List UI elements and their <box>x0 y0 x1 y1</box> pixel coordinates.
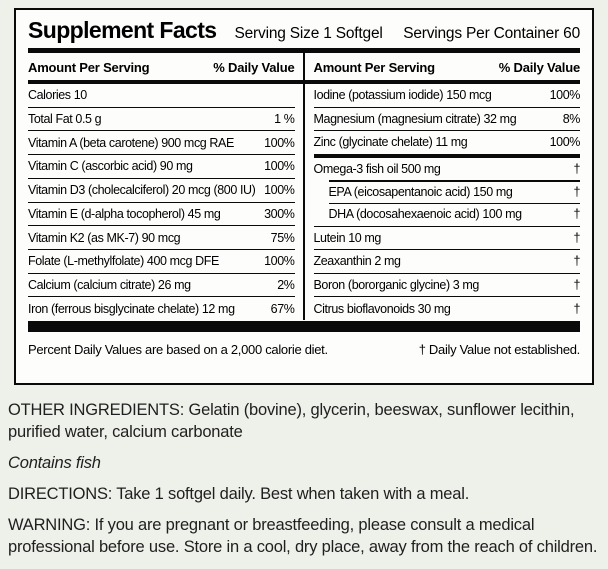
supplement-facts-label: Supplement Facts Serving Size 1 Softgel … <box>14 8 594 385</box>
nutrient-name: Zinc (glycinate chelate) 11 mg <box>313 135 468 150</box>
contains-fish-text: Contains fish <box>8 453 101 472</box>
column-header-right: Amount Per Serving % Daily Value <box>305 53 581 80</box>
nutrient-row-boron: Boron (bororganic glycine) 3 mg † <box>313 272 580 297</box>
nutrient-row-epa: EPA (eicosapentanoic acid) 150 mg † <box>314 180 580 203</box>
nutrient-columns: Calories 10 Total Fat 0.5 g 1 % Vitamin … <box>28 84 580 320</box>
nutrient-name: Vitamin E (d-alpha tocopherol) 45 mg <box>28 206 221 221</box>
nutrient-value: 100% <box>264 135 295 150</box>
nutrient-value: 100% <box>264 254 295 269</box>
nutrient-value: 100% <box>264 159 295 174</box>
nutrient-value: † <box>573 301 580 316</box>
label-header: Supplement Facts Serving Size 1 Softgel … <box>28 17 580 44</box>
dagger-footnote: † Daily Value not established. <box>418 342 581 357</box>
nutrient-row-zeaxanthin: Zeaxanthin 2 mg † <box>313 249 580 273</box>
nutrient-row-lutein: Lutein 10 mg † <box>313 225 580 250</box>
nutrient-name: Calcium (calcium citrate) 26 mg <box>28 277 191 292</box>
serving-size: Serving Size 1 Softgel <box>234 25 383 42</box>
nutrient-value: † <box>573 230 580 245</box>
nutrient-row-vitamin-k2: Vitamin K2 (as MK-7) 90 mcg 75% <box>28 225 295 249</box>
column-headers: Amount Per Serving % Daily Value Amount … <box>28 53 580 80</box>
title-divider-bar <box>28 48 580 53</box>
nutrient-name: Vitamin A (beta carotene) 900 mcg RAE <box>28 135 234 150</box>
directions-text: DIRECTIONS: Take 1 softgel daily. Best w… <box>8 484 470 503</box>
nutrient-name: Vitamin D3 (cholecalciferol) 20 mcg (800… <box>28 183 256 198</box>
nutrient-name: Iodine (potassium iodide) 150 mcg <box>313 88 492 103</box>
nutrient-value: 1 % <box>274 112 295 127</box>
nutrient-name: DHA (docosahexaenoic acid) 100 mg <box>328 207 523 222</box>
amount-per-serving-header: Amount Per Serving <box>28 60 150 75</box>
nutrient-row-vitamin-e: Vitamin E (d-alpha tocopherol) 45 mg 300… <box>28 201 295 226</box>
nutrient-name: Zeaxanthin 2 mg <box>313 254 402 269</box>
nutrient-name: Lutein 10 mg <box>313 230 382 245</box>
label-title: Supplement Facts <box>28 17 217 43</box>
nutrient-name: Iron (ferrous bisglycinate chelate) 12 m… <box>28 301 235 316</box>
nutrient-name: Vitamin K2 (as MK-7) 90 mcg <box>28 230 181 245</box>
nutrient-value: 8% <box>562 111 581 126</box>
nutrient-name: Citrus bioflavonoids 30 mg <box>313 301 451 316</box>
nutrient-name: Boron (bororganic glycine) 3 mg <box>313 278 480 293</box>
supplemental-info-section: OTHER INGREDIENTS: Gelatin (bovine), gly… <box>8 400 600 559</box>
nutrient-row-total-fat: Total Fat 0.5 g 1 % <box>28 106 295 131</box>
nutrient-row-zinc: Zinc (glycinate chelate) 11 mg 100% <box>313 130 581 154</box>
nutrient-value: 67% <box>270 301 295 316</box>
nutrient-name: Magnesium (magnesium citrate) 32 mg <box>313 111 517 126</box>
nutrient-value: † <box>573 278 580 293</box>
nutrient-value: 2% <box>277 277 295 292</box>
footnote-row: Percent Daily Values are based on a 2,00… <box>28 332 580 383</box>
nutrient-column-left: Calories 10 Total Fat 0.5 g 1 % Vitamin … <box>28 84 305 320</box>
nutrient-name: Folate (L-methylfolate) 400 mcg DFE <box>28 254 219 269</box>
nutrient-row-folate: Folate (L-methylfolate) 400 mcg DFE 100% <box>28 248 295 273</box>
nutrient-row-magnesium: Magnesium (magnesium citrate) 32 mg 8% <box>313 106 581 131</box>
nutrient-value: 300% <box>264 206 295 221</box>
nutrient-value: 100% <box>264 183 295 198</box>
nutrient-row-iodine: Iodine (potassium iodide) 150 mcg 100% <box>314 84 581 107</box>
amount-per-serving-header: Amount Per Serving <box>313 60 436 75</box>
nutrient-row-calories: Calories 10 <box>28 84 295 107</box>
nutrient-value: 100% <box>549 135 581 150</box>
nutrient-row-vitamin-c: Vitamin C (ascorbic acid) 90 mg 100% <box>28 154 295 178</box>
nutrient-name: Total Fat 0.5 g <box>28 112 102 127</box>
nutrient-name: Calories 10 <box>28 88 87 103</box>
nutrient-value: 75% <box>270 230 295 245</box>
bottom-divider-bar <box>28 321 580 332</box>
nutrient-row-iron: Iron (ferrous bisglycinate chelate) 12 m… <box>28 296 295 320</box>
servings-per-container: Servings Per Container 60 <box>403 25 580 42</box>
other-ingredients-text: OTHER INGREDIENTS: Gelatin (bovine), gly… <box>8 401 575 441</box>
nutrient-row-calcium: Calcium (calcium citrate) 26 mg 2% <box>28 272 295 297</box>
header-divider-bar <box>28 80 580 84</box>
nutrient-column-right: Iodine (potassium iodide) 150 mcg 100% M… <box>305 84 581 320</box>
nutrient-name: Omega-3 fish oil 500 mg <box>313 162 441 177</box>
nutrient-row-omega3: Omega-3 fish oil 500 mg † <box>313 153 580 181</box>
column-header-left: Amount Per Serving % Daily Value <box>28 53 305 80</box>
nutrient-row-citrus-bioflavonoids: Citrus bioflavonoids 30 mg † <box>313 296 580 320</box>
nutrient-value: † <box>573 162 580 177</box>
nutrient-row-vitamin-d3: Vitamin D3 (cholecalciferol) 20 mcg (800… <box>28 177 295 202</box>
nutrient-value: 100% <box>549 88 581 103</box>
nutrient-value: † <box>573 254 580 269</box>
nutrient-value: † <box>573 184 580 199</box>
nutrient-name: Vitamin C (ascorbic acid) 90 mg <box>28 159 193 174</box>
nutrient-row-vitamin-a: Vitamin A (beta carotene) 900 mcg RAE 10… <box>28 130 295 154</box>
daily-value-header: % Daily Value <box>498 60 580 75</box>
nutrient-value: † <box>573 207 580 222</box>
nutrient-name: EPA (eicosapentanoic acid) 150 mg <box>328 184 513 199</box>
daily-value-header: % Daily Value <box>213 60 295 75</box>
nutrient-row-dha: DHA (docosahexaenoic acid) 100 mg † <box>314 202 580 226</box>
daily-value-footnote: Percent Daily Values are based on a 2,00… <box>28 342 328 357</box>
warning-text: WARNING: If you are pregnant or breastfe… <box>8 515 598 556</box>
